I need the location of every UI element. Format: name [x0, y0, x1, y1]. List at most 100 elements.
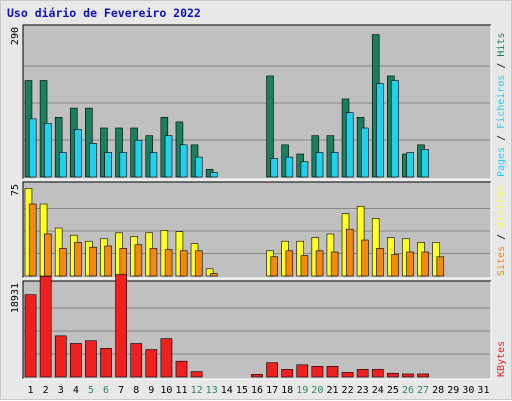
- bar-kbytes-day-1: [24, 294, 37, 378]
- series-sites: [28, 203, 445, 277]
- bar-kbytes-day-2: [39, 276, 52, 378]
- bar-ficheiros-day-12: [194, 156, 203, 178]
- x-tick-label: 23: [357, 385, 369, 396]
- bar-ficheiros-day-2: [44, 123, 52, 178]
- bar-kbytes-day-27: [417, 373, 429, 378]
- legend-part: Pages: [496, 147, 507, 177]
- bar-kbytes-day-3: [54, 335, 67, 378]
- x-tick-label: 27: [417, 385, 429, 396]
- x-tick-label: 6: [103, 385, 109, 396]
- x-tick-label: 21: [326, 385, 338, 396]
- bar-hits-day-3: [54, 116, 63, 178]
- bar-kbytes-day-8: [130, 343, 143, 378]
- bar-ficheiros-day-21: [330, 152, 339, 178]
- x-tick-label: 1: [28, 385, 34, 396]
- x-tick-label: 28: [432, 385, 444, 396]
- x-tick-label: 30: [462, 385, 474, 396]
- bar-hits-day-17: [266, 75, 274, 178]
- bar-kbytes-day-22: [341, 372, 354, 378]
- x-tick-label: 22: [342, 385, 354, 396]
- x-tick-label: 24: [372, 385, 384, 396]
- bar-sites-day-11: [179, 250, 188, 277]
- bar-kbytes-day-12: [190, 371, 203, 378]
- bar-ficheiros-day-25: [391, 80, 399, 178]
- bar-kbytes-day-11: [175, 360, 188, 378]
- legend-part: /: [496, 228, 507, 246]
- x-tick-label: 19: [296, 385, 308, 396]
- x-tick-label: 20: [311, 385, 323, 396]
- bar-ficheiros-day-24: [376, 83, 384, 178]
- bar-sites-day-7: [119, 248, 128, 277]
- plot-border-light: [23, 281, 492, 380]
- x-tick-label: 31: [477, 385, 489, 396]
- x-tick-label: 7: [118, 385, 124, 396]
- bar-sites-day-8: [134, 244, 143, 277]
- bar-ficheiros-day-6: [104, 152, 112, 178]
- bar-ficheiros-day-4: [74, 129, 82, 178]
- bar-ficheiros-day-23: [361, 127, 369, 178]
- series-kbytes: [24, 274, 429, 378]
- bar-sites-day-22: [345, 228, 354, 277]
- bar-ficheiros-day-13: [210, 172, 218, 178]
- panel-kbytes: 18931 KBytes: [10, 274, 507, 380]
- bar-sites-day-28: [436, 256, 445, 277]
- bar-kbytes-day-4: [69, 343, 82, 378]
- bar-sites-day-10: [164, 249, 173, 277]
- panel-hits-files: 290 Pages / Ficheiros / Hits: [10, 24, 507, 180]
- bar-kbytes-day-10: [160, 338, 173, 378]
- x-tick-label: 13: [206, 385, 218, 396]
- legend-part: Visitas: [496, 186, 507, 228]
- bar-hits-day-5: [85, 107, 93, 178]
- series-legend-label: Sites / Visitas: [496, 186, 507, 276]
- plot-border-dark: [22, 280, 491, 379]
- x-tick-label: 15: [236, 385, 248, 396]
- bar-kbytes-day-17: [266, 362, 278, 378]
- x-tick-label: 4: [73, 385, 79, 396]
- bar-sites-day-18: [285, 250, 294, 277]
- x-tick-label: 2: [43, 385, 49, 396]
- bar-sites-day-4: [74, 242, 82, 277]
- plot-border-light: [23, 25, 492, 180]
- bar-visitas-day-24: [371, 218, 380, 277]
- bar-kbytes-day-6: [100, 348, 112, 378]
- legend-part: Ficheiros: [496, 75, 507, 129]
- series-visitas: [24, 188, 440, 277]
- bar-sites-day-19: [300, 255, 309, 277]
- bar-ficheiros-day-9: [149, 152, 158, 178]
- x-tick-label: 29: [447, 385, 459, 396]
- bar-sites-day-13: [210, 273, 218, 277]
- y-max-label: 75: [10, 184, 21, 196]
- x-tick-label: 3: [58, 385, 64, 396]
- x-tick-label: 9: [148, 385, 154, 396]
- x-tick-label: 11: [175, 385, 187, 396]
- y-max-label: 290: [10, 27, 21, 45]
- series-legend-label: Pages / Ficheiros / Hits: [496, 32, 507, 177]
- panel-visits-sites: 75 Sites / Visitas: [10, 181, 507, 279]
- bar-kbytes-day-16: [251, 374, 263, 378]
- bar-sites-day-24: [376, 248, 384, 277]
- bar-sites-day-26: [406, 251, 414, 277]
- bar-sites-day-12: [194, 250, 203, 277]
- bar-kbytes-day-26: [402, 373, 414, 378]
- x-tick-label: 5: [88, 385, 94, 396]
- bar-ficheiros-day-10: [164, 135, 173, 178]
- x-tick-label: 17: [266, 385, 278, 396]
- bar-sites-day-21: [330, 251, 339, 277]
- panels-layer: 290 Pages / Ficheiros / Hits 75 Sites / Vis…: [10, 24, 507, 380]
- x-tick-label: 26: [402, 385, 414, 396]
- bar-sites-day-6: [104, 245, 112, 277]
- bar-kbytes-day-24: [371, 369, 384, 378]
- bar-sites-day-9: [149, 248, 158, 277]
- bar-kbytes-day-23: [356, 369, 369, 378]
- x-tick-label: 16: [251, 385, 263, 396]
- bar-ficheiros-day-7: [119, 152, 128, 178]
- bar-kbytes-day-5: [85, 340, 97, 378]
- bar-sites-day-17: [270, 256, 279, 277]
- bar-sites-day-3: [59, 248, 67, 277]
- bar-ficheiros-day-3: [59, 152, 67, 178]
- x-axis-labels: 1 2 3 4 5 6 7 8 9 10 11 12 13 14 15 16 17 18 19 20 21 22 23 24 2…: [28, 385, 490, 396]
- legend-part: Sites: [496, 246, 507, 276]
- plot-border-light: [23, 182, 492, 279]
